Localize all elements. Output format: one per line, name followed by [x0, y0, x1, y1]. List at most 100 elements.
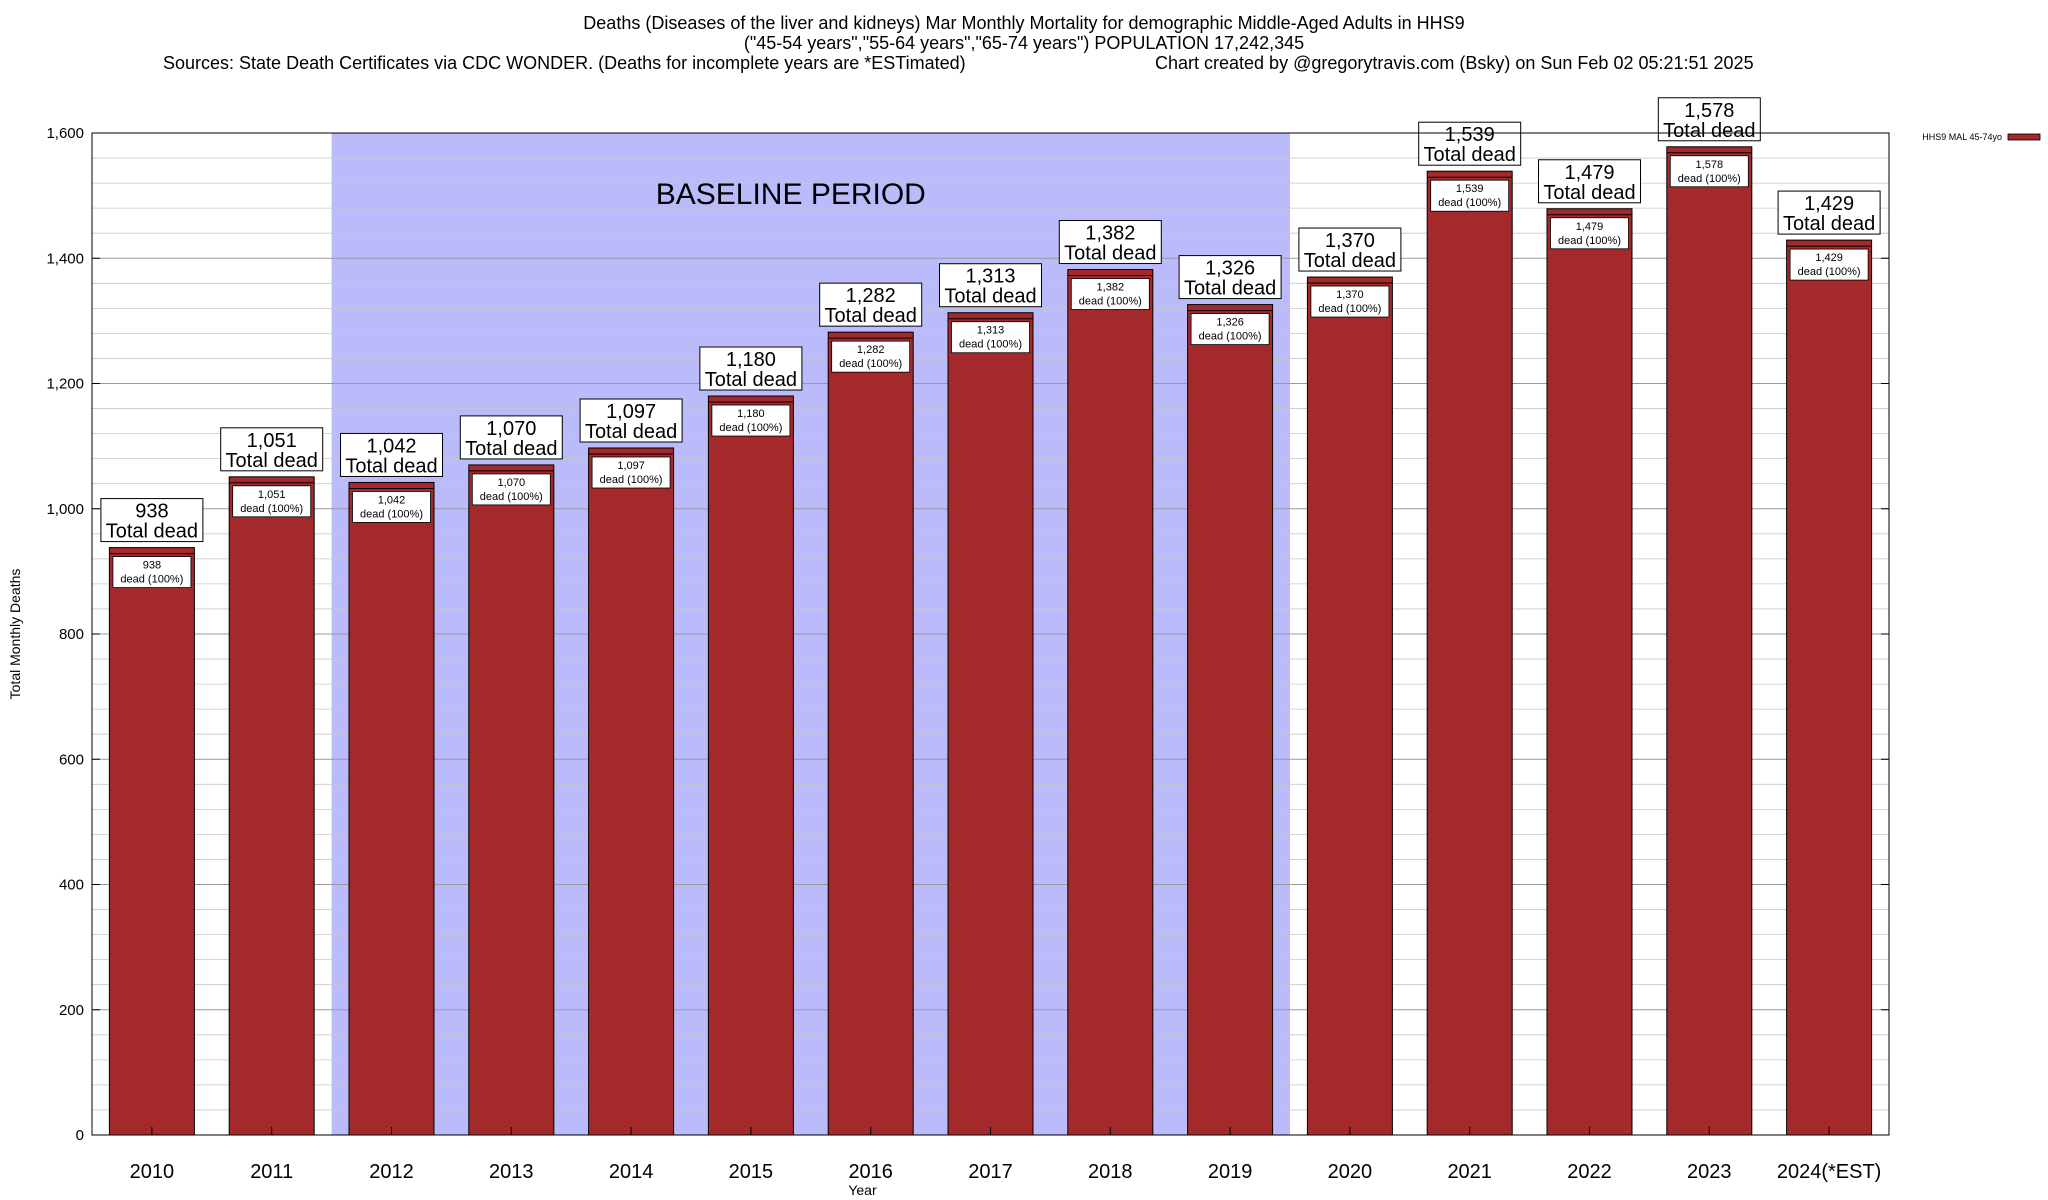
total-label-box	[939, 263, 1042, 308]
inner-label-box	[1550, 217, 1629, 250]
bar	[827, 331, 914, 1136]
total-label-box	[340, 432, 443, 477]
y-tick-label: 200	[59, 1002, 84, 1019]
bar	[468, 464, 555, 1136]
y-tick-label: 1,200	[46, 376, 84, 393]
inner-percent-label: dead (100%)	[240, 503, 303, 515]
total-dead-label: Total dead	[1304, 250, 1396, 272]
inner-value-label: 938	[143, 560, 161, 572]
inner-value-label: 1,070	[498, 477, 526, 489]
total-value-label: 1,313	[965, 266, 1015, 288]
bar	[707, 395, 794, 1136]
total-label-box	[1298, 227, 1402, 272]
x-tick-label: 2014	[609, 1161, 654, 1183]
legend-swatch	[2007, 133, 2041, 141]
inner-percent-label: dead (100%)	[719, 422, 782, 434]
total-dead-label: Total dead	[585, 421, 677, 443]
total-value-label: 1,070	[486, 418, 536, 440]
bar	[1067, 269, 1154, 1136]
inner-percent-label: dead (100%)	[1558, 235, 1621, 247]
inner-label-box	[1070, 278, 1150, 310]
y-tick-label: 1,600	[46, 125, 84, 142]
x-tick-label: 2017	[968, 1161, 1013, 1183]
inner-percent-label: dead (100%)	[360, 508, 423, 520]
total-dead-label: Total dead	[1783, 213, 1875, 235]
inner-percent-label: dead (100%)	[1318, 303, 1381, 315]
inner-percent-label: dead (100%)	[600, 474, 663, 486]
inner-value-label: 1,313	[977, 325, 1005, 337]
inner-value-label: 1,382	[1097, 282, 1125, 294]
total-label-box	[1418, 121, 1522, 166]
inner-label-box	[1190, 313, 1270, 345]
total-dead-label: Total dead	[345, 455, 437, 477]
total-value-label: 1,051	[247, 430, 297, 452]
total-label-box	[459, 415, 563, 460]
total-value-label: 1,479	[1564, 162, 1614, 184]
total-value-label: 1,097	[606, 401, 656, 423]
bar	[1546, 208, 1633, 1136]
x-tick-label: 2018	[1088, 1161, 1133, 1183]
x-tick-label: 2024(*EST)	[1777, 1161, 1882, 1183]
y-tick-label: 400	[59, 877, 84, 894]
total-dead-label: Total dead	[1663, 120, 1755, 142]
total-value-label: 1,370	[1325, 230, 1375, 252]
x-tick-label: 2013	[489, 1161, 534, 1183]
bar	[228, 476, 315, 1136]
y-tick-label: 0	[76, 1127, 84, 1144]
x-axis-title: Year	[848, 1182, 877, 1198]
inner-label-box	[112, 556, 192, 588]
x-tick-label: 2021	[1447, 1161, 1492, 1183]
inner-label-box	[711, 404, 791, 437]
total-dead-label: Total dead	[944, 286, 1036, 308]
x-tick-label: 2023	[1687, 1161, 1732, 1183]
x-tick-label: 2022	[1567, 1161, 1612, 1183]
total-label-box	[100, 498, 204, 543]
x-tick-label: 2016	[848, 1161, 893, 1183]
inner-label-box	[1789, 248, 1869, 281]
bar	[1786, 239, 1873, 1136]
inner-value-label: 1,180	[737, 408, 765, 420]
total-label-box	[1777, 190, 1881, 235]
bar	[1666, 146, 1753, 1136]
inner-value-label: 1,282	[857, 344, 885, 356]
x-tick-label: 2012	[369, 1161, 414, 1183]
total-dead-label: Total dead	[465, 438, 557, 460]
x-tick-label: 2011	[250, 1161, 293, 1183]
bar	[588, 447, 675, 1136]
inner-value-label: 1,578	[1696, 159, 1724, 171]
inner-value-label: 1,479	[1576, 221, 1604, 233]
bar	[348, 481, 435, 1136]
total-label-box	[819, 282, 923, 327]
inner-percent-label: dead (100%)	[959, 339, 1022, 351]
baseline-period-label: BASELINE PERIOD	[656, 178, 926, 211]
inner-label-box	[591, 456, 671, 489]
bar	[108, 547, 195, 1136]
total-value-label: 1,042	[366, 435, 416, 457]
x-tick-label: 2015	[729, 1161, 774, 1183]
inner-value-label: 1,042	[378, 494, 406, 506]
total-dead-label: Total dead	[226, 450, 318, 472]
inner-label-box	[1430, 179, 1510, 212]
inner-value-label: 1,370	[1336, 289, 1364, 301]
inner-percent-label: dead (100%)	[1199, 331, 1262, 343]
inner-label-box	[232, 485, 312, 518]
total-dead-label: Total dead	[825, 305, 917, 327]
total-value-label: 1,539	[1445, 124, 1495, 146]
legend: HHS9 MAL 45-74yo	[1922, 132, 2041, 142]
inner-label-box	[471, 473, 551, 506]
inner-percent-label: dead (100%)	[1079, 296, 1142, 308]
inner-value-label: 1,539	[1456, 183, 1484, 195]
total-dead-label: Total dead	[1184, 278, 1276, 300]
total-value-label: 1,180	[726, 349, 776, 371]
x-tick-label: 2019	[1208, 1161, 1253, 1183]
legend-label: HHS9 MAL 45-74yo	[1922, 132, 2002, 142]
inner-value-label: 1,326	[1216, 317, 1244, 329]
bar	[1426, 170, 1513, 1136]
total-value-label: 1,578	[1684, 100, 1734, 122]
total-dead-label: Total dead	[705, 369, 797, 391]
inner-percent-label: dead (100%)	[480, 491, 543, 503]
inner-value-label: 1,051	[258, 489, 286, 501]
total-label-box	[579, 398, 683, 443]
total-dead-label: Total dead	[1543, 182, 1635, 204]
